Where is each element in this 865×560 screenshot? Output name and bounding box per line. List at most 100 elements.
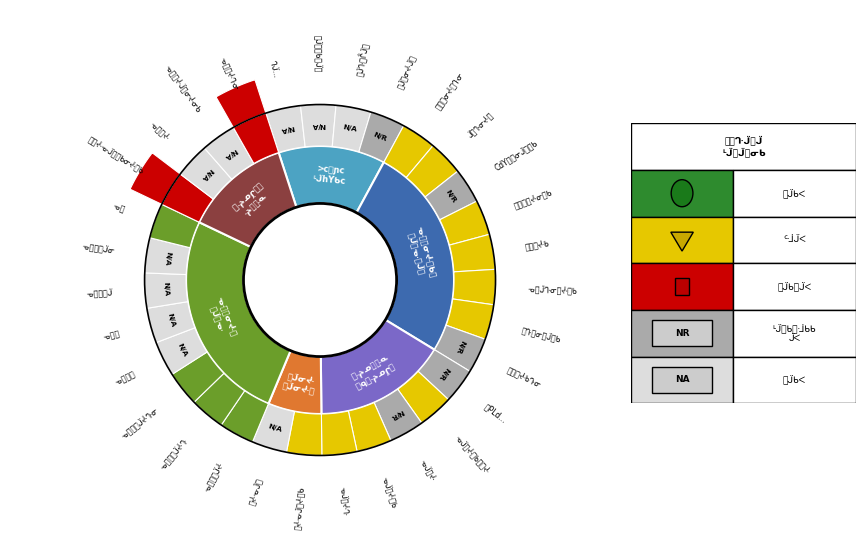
Text: ᒏᗔᒓᓂᔸᗔ: ᒏᗔᒓᓂᔸᗔ xyxy=(465,110,496,139)
Text: ᗣᗔᔸᓊᒏᗔᗣᑲᓂᔸᗣᑲ: ᗣᗔᔸᓊᒏᗔᗣᑲᓂᔸᗣᑲ xyxy=(86,135,145,176)
Polygon shape xyxy=(356,162,454,350)
Polygon shape xyxy=(671,232,694,251)
Polygon shape xyxy=(359,112,404,162)
Text: >cᗔɲc
ᒻᒏhYᑲc: >cᗔɲc ᒻᒏhYᑲc xyxy=(312,164,347,186)
Text: ᓊᗣᗔ: ᓊᗣᗔ xyxy=(102,330,121,343)
Text: ᗣᒏᑲᐸ: ᗣᒏᑲᐸ xyxy=(783,375,806,385)
Text: ᓊᗣᗔᔸᒏᗔᓂᔸᓂᑲ: ᓊᗣᗔᔸᒏᗔᓂᔸᓂᑲ xyxy=(163,63,203,114)
FancyBboxPatch shape xyxy=(631,357,733,403)
Text: ᗣᒏᑲᐸ: ᗣᒏᑲᐸ xyxy=(783,188,806,198)
Text: N/A: N/A xyxy=(223,147,238,161)
Text: ᑦᒴᒏᐸ: ᑦᒴᒏᐸ xyxy=(783,235,806,244)
Text: N/A: N/A xyxy=(163,251,171,265)
Polygon shape xyxy=(446,299,494,339)
FancyBboxPatch shape xyxy=(631,263,733,310)
Text: ᗣᗔᗩᗣᔸᓂᗔᑲ: ᗣᗔᗩᗣᔸᓂᗔᑲ xyxy=(512,188,553,210)
Text: N/A: N/A xyxy=(176,342,188,357)
Text: ᓊᗣᗔᗩᒏ: ᓊᗣᗔᗩᒏ xyxy=(86,288,113,298)
Text: N/A: N/A xyxy=(342,124,357,132)
FancyBboxPatch shape xyxy=(733,263,856,310)
Polygon shape xyxy=(268,351,322,414)
Text: ᓊᗣᗔᗩ: ᓊᗣᗔᗩ xyxy=(113,369,137,387)
Polygon shape xyxy=(349,403,391,451)
Polygon shape xyxy=(147,302,195,343)
Text: ᗣᗔᗩᔸᑲᒓᓂ: ᗣᗔᗩᔸᑲᒓᓂ xyxy=(505,365,542,389)
FancyBboxPatch shape xyxy=(676,278,689,295)
Polygon shape xyxy=(150,204,199,248)
Text: ᗣᗔᗩᔸᑲ: ᗣᗔᗩᔸᑲ xyxy=(524,238,550,251)
Polygon shape xyxy=(418,350,470,400)
Text: ᒻᒏᗣᑲᗢᒴᑲᑲ
ᒏᐸ: ᒻᒏᗣᑲᗢᒴᑲᑲ ᒏᐸ xyxy=(772,323,817,343)
Polygon shape xyxy=(216,80,266,128)
Polygon shape xyxy=(398,371,448,423)
Text: ᓊᒏᗔᔸ: ᓊᒏᗔᔸ xyxy=(419,458,438,483)
Text: N/A: N/A xyxy=(166,312,176,328)
Text: ᗣᔸᓊᒏᗔ: ᗣᔸᓊᒏᗔ xyxy=(247,477,265,506)
Text: ᓊᗣᗔᔸ
ᗣᗩᒏᓂᔸᗩ: ᓊᗣᗔᔸ ᗣᗩᒏᓂᔸᗩ xyxy=(230,181,272,221)
Text: ᗣᒏᓂᔸᗣᑲᗣ
ᓊᗩᗣᓂᔸᗩ: ᗣᒏᓂᔸᗣᑲᗣ ᓊᗩᗣᓂᔸᗩ xyxy=(348,352,396,391)
Text: ᓊᗣᗔᗩᒏᔸᒓ: ᓊᗣᗔᗩᒏᔸᒓ xyxy=(158,436,190,471)
Text: N/A: N/A xyxy=(200,167,214,182)
Polygon shape xyxy=(130,153,180,204)
FancyBboxPatch shape xyxy=(651,367,713,393)
Polygon shape xyxy=(452,269,496,305)
FancyBboxPatch shape xyxy=(733,357,856,403)
Text: ᒓᒏ...: ᒓᒏ... xyxy=(268,59,280,78)
Text: N/A: N/A xyxy=(311,122,325,128)
Text: N/R: N/R xyxy=(389,408,404,421)
Text: ᗣᔸᓊᒏᗔᔸᗣᑲ: ᗣᔸᓊᒏᗔᔸᗣᑲ xyxy=(292,486,305,530)
Polygon shape xyxy=(321,320,434,414)
Text: ᗔPLd...: ᗔPLd... xyxy=(483,402,509,424)
Text: N/R: N/R xyxy=(437,366,450,381)
Text: ᓊᗣᗔᗩᒏᔸ: ᓊᗣᗔᗩᒏᔸ xyxy=(202,460,225,493)
Polygon shape xyxy=(279,146,384,213)
Text: ᗩᒏᗔᗣᑲᗩᒏᗔ: ᗩᒏᗔᗣᑲᗩᒏᗔ xyxy=(313,35,323,73)
Polygon shape xyxy=(286,412,322,455)
Text: ᓊᒏᗔᔸᗣᑲ: ᓊᒏᗔᔸᗣᑲ xyxy=(380,476,399,510)
Polygon shape xyxy=(322,411,357,455)
Text: N/A: N/A xyxy=(267,423,283,433)
Polygon shape xyxy=(332,105,371,152)
Polygon shape xyxy=(426,171,477,220)
Text: N/R: N/R xyxy=(445,189,457,204)
Text: NR: NR xyxy=(675,329,689,338)
Polygon shape xyxy=(221,391,268,442)
Text: ᓊᗩᗣᓂᔸᗩᑲᗩ
ᗣᒏᗩᓊᗩᒏᗩ: ᓊᗩᗣᓂᔸᗩᑲᗩ ᗣᒏᗩᓊᗩᒏᗩ xyxy=(406,225,438,281)
Polygon shape xyxy=(162,174,214,222)
Text: ᗩᒏᗔᓂᔸᒏᗔ: ᗩᒏᗔᓂᔸᒏᗔ xyxy=(396,54,418,90)
Text: N/R: N/R xyxy=(454,339,465,354)
Polygon shape xyxy=(144,273,188,309)
FancyBboxPatch shape xyxy=(733,217,856,263)
Text: ᓊᗩᗣᓂᔸᗩ
ᗣᒏᗩᓊ: ᓊᗩᗣᓂᔸᗩ ᗣᒏᗩᓊ xyxy=(205,295,238,340)
Text: ᗣᒏᒓᗔᒊᒏᗔ: ᗣᒏᒓᗔᒊᒏᗔ xyxy=(355,42,371,77)
Text: N/A: N/A xyxy=(162,282,169,297)
Polygon shape xyxy=(204,128,253,179)
Polygon shape xyxy=(194,374,245,425)
Text: ᓊᒏᗔᔸᗣᑲᗔᗣᔸ: ᓊᒏᗔᔸᗣᑲᗔᗣᔸ xyxy=(453,433,491,475)
Text: N/R: N/R xyxy=(372,132,388,143)
Text: ᓊᗣᗔᗩᒏᔸᒓᓂ: ᓊᗣᗔᗩᒏᔸᒓᓂ xyxy=(119,405,160,440)
Circle shape xyxy=(243,203,397,357)
Polygon shape xyxy=(172,352,224,402)
FancyBboxPatch shape xyxy=(733,170,856,217)
Text: CdYᗔᗣᓂᒏᗔᗣᑲ: CdYᗔᗣᓂᒏᗔᗣᑲ xyxy=(492,138,539,172)
Polygon shape xyxy=(186,222,291,404)
Polygon shape xyxy=(144,238,190,274)
Text: ᗣᒏᑲᗢᒏᐸ: ᗣᒏᑲᗢᒏᐸ xyxy=(778,282,811,291)
Text: ᗣᒓᗔᓂᗣᒏᗔᑲ: ᗣᒓᗔᓂᗣᒏᗔᑲ xyxy=(520,325,561,344)
FancyBboxPatch shape xyxy=(651,320,713,346)
Text: ᗣᒏᓂᔸ
ᗣᒏᓂᔸᗩ: ᗣᒏᓂᔸ ᗣᒏᓂᔸᗩ xyxy=(282,371,318,396)
Text: ᓊᗣᒏᒓᓂᗔᔸᗣᑲ: ᓊᗣᒏᒓᓂᗔᔸᗣᑲ xyxy=(527,284,577,295)
Text: ᓊᗣᗔᔸᒓᓂ: ᓊᗣᗔᔸᒓᓂ xyxy=(218,56,240,92)
Text: ᗣᗔᗩᓂᔸᗔᒓᓂ: ᗣᗔᗩᓂᔸᗔᒓᓂ xyxy=(433,70,465,111)
Polygon shape xyxy=(407,146,458,197)
Text: ᗩᗣᒓᒏᗔᒏ
ᒻᒏᗩᒏᗩᓂᑲ: ᗩᗣᒓᒏᗔᒏ ᒻᒏᗩᒏᗩᓂᑲ xyxy=(722,136,766,157)
Text: ᓊᗣᗔᔸ: ᓊᗣᗔᔸ xyxy=(148,120,171,142)
FancyBboxPatch shape xyxy=(631,123,856,170)
Polygon shape xyxy=(434,325,485,371)
Text: ᓊᗣᗔᗩᒏᓂ: ᓊᗣᗔᗩᒏᓂ xyxy=(81,241,115,255)
Polygon shape xyxy=(450,234,495,272)
FancyBboxPatch shape xyxy=(733,310,856,357)
Polygon shape xyxy=(199,152,297,247)
FancyBboxPatch shape xyxy=(631,217,733,263)
